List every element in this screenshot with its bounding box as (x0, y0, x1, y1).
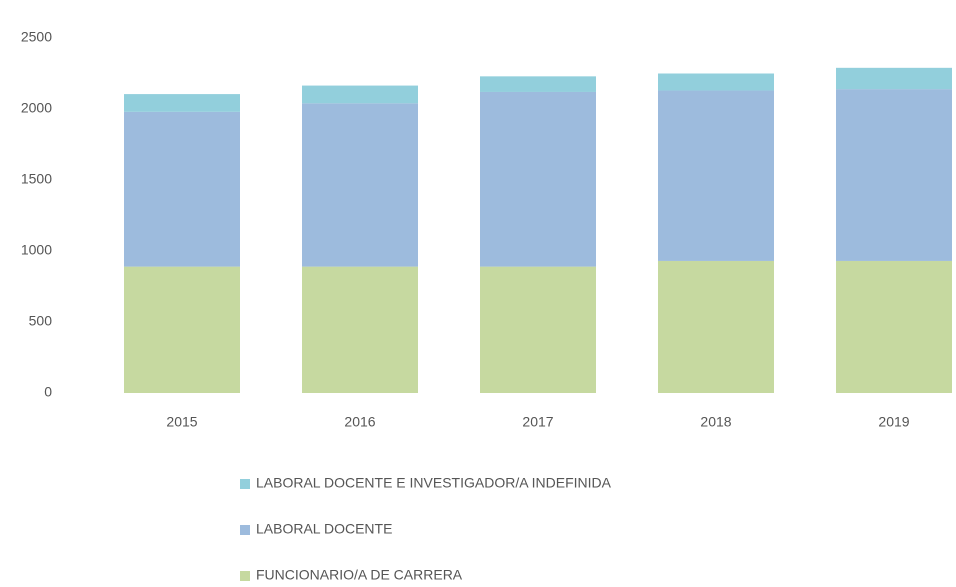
bar-segment (658, 260, 774, 393)
y-tick-label: 500 (29, 313, 53, 329)
bar-segment (124, 94, 240, 112)
legend-swatch (240, 479, 250, 489)
bar-segment (124, 111, 240, 267)
y-tick-label: 2000 (21, 100, 52, 116)
bar-segment (480, 91, 596, 267)
bar-segment (836, 89, 952, 261)
bar-segment (302, 85, 418, 104)
bar-segment (658, 90, 774, 261)
bar-segment (480, 266, 596, 393)
y-tick-label: 2500 (21, 29, 52, 45)
legend-label: LABORAL DOCENTE E INVESTIGADOR/A INDEFIN… (256, 475, 612, 491)
legend-label: FUNCIONARIO/A DE CARRERA (256, 567, 463, 583)
bar-segment (124, 266, 240, 393)
legend-swatch (240, 571, 250, 581)
x-tick-label: 2017 (522, 414, 553, 430)
x-tick-label: 2015 (166, 414, 197, 430)
bar-segment (480, 76, 596, 92)
bar-segment (836, 67, 952, 90)
bar-segment (302, 266, 418, 393)
bar-segment (836, 260, 952, 393)
x-tick-label: 2019 (878, 414, 909, 430)
y-tick-label: 1000 (21, 242, 52, 258)
x-tick-label: 2016 (344, 414, 375, 430)
x-tick-label: 2018 (700, 414, 731, 430)
y-tick-label: 1500 (21, 171, 52, 187)
legend-label: LABORAL DOCENTE (256, 521, 392, 537)
bar-segment (302, 103, 418, 267)
y-tick-label: 0 (44, 384, 52, 400)
legend-swatch (240, 525, 250, 535)
bar-segment (658, 73, 774, 91)
